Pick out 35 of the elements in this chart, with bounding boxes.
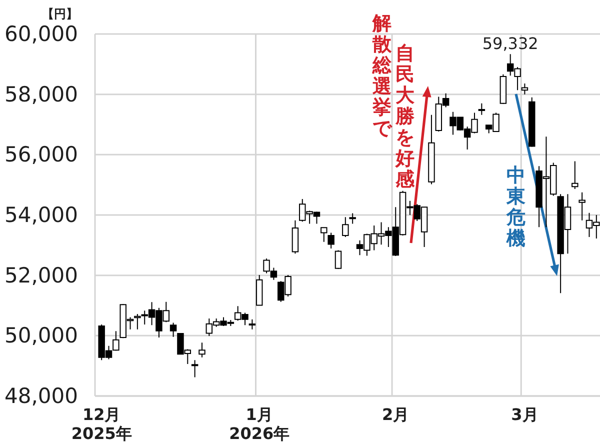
y-tick-label: 48,000	[4, 384, 78, 408]
annotation: 59,332	[482, 34, 538, 54]
y-tick-label: 54,000	[4, 203, 78, 227]
annotation: 解散総選挙で	[372, 12, 392, 140]
x-tick-label: 12月 2025年	[71, 405, 132, 443]
y-tick-label: 56,000	[4, 142, 78, 167]
candlestick	[292, 220, 299, 254]
candlestick	[478, 102, 486, 116]
x-tick-label: 1月 2026年	[229, 405, 290, 443]
candlestick	[320, 226, 328, 242]
candlestick	[521, 82, 528, 95]
x-tick-label: 3月	[511, 405, 538, 424]
annotation: 中東危機	[506, 164, 526, 250]
y-axis-title: 【円】	[42, 7, 78, 21]
candlestick	[248, 318, 256, 330]
candlestick	[334, 250, 342, 270]
candlestick	[428, 114, 435, 185]
annotation: 自民大勝を好感	[394, 42, 416, 191]
candlestick	[198, 342, 206, 358]
y-tick-label: 52,000	[4, 263, 78, 288]
candlestick	[572, 160, 578, 190]
candlestick	[528, 96, 536, 148]
candlestick	[342, 216, 349, 238]
candlestick	[256, 274, 263, 306]
y-tick-label: 50,000	[4, 324, 78, 348]
y-tick-label: 58,000	[4, 82, 78, 106]
candlestick	[349, 212, 356, 224]
x-tick-label: 2月	[382, 405, 410, 424]
candlestick	[170, 322, 177, 338]
candlestick	[328, 232, 334, 249]
y-tick-label: 60,000	[4, 22, 78, 46]
candlestick	[112, 330, 120, 352]
candlestick	[191, 360, 198, 378]
candlestick	[500, 74, 507, 104]
candlestick	[578, 192, 586, 221]
